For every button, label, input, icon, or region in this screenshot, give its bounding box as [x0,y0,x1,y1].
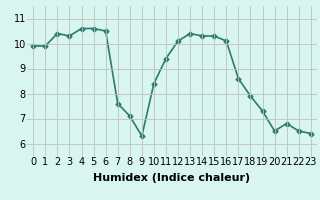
X-axis label: Humidex (Indice chaleur): Humidex (Indice chaleur) [93,173,251,183]
